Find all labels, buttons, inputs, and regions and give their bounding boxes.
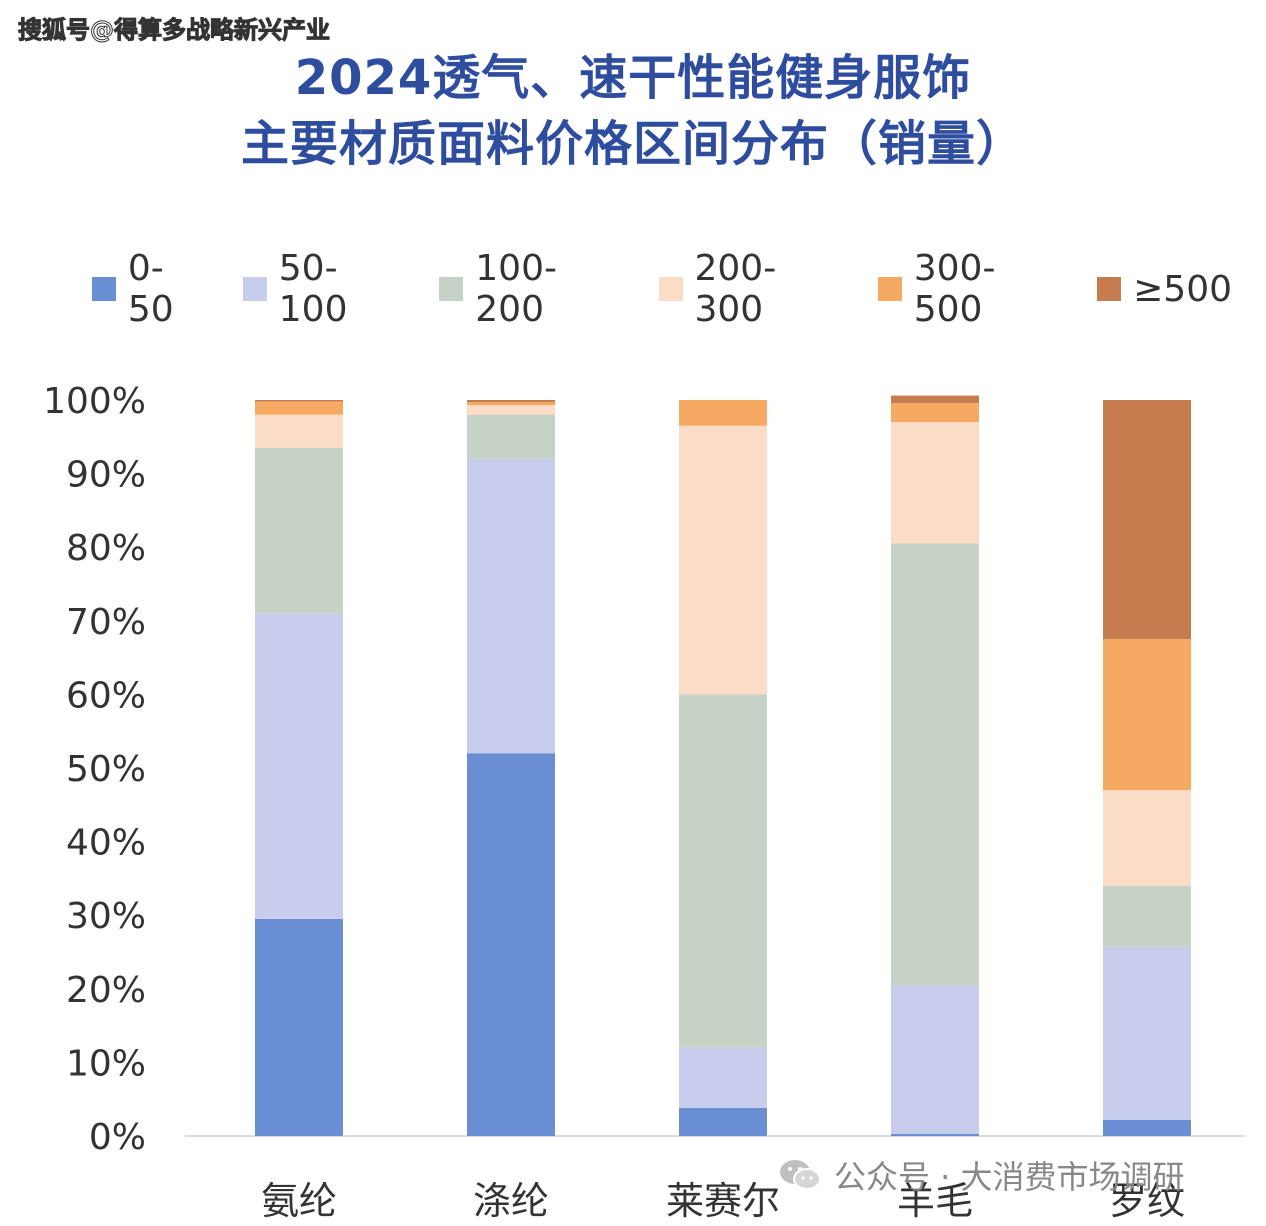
bar-segment [1103,639,1191,791]
legend-swatch [242,277,267,301]
bar-segment [467,753,555,1136]
x-tick-label: 莱赛尔 [666,1179,780,1223]
bar-segment [1103,400,1191,640]
y-tick-label: 80% [66,528,146,569]
bar-segment [467,400,555,403]
legend-label: ≥500 [1133,268,1233,310]
bar-segment [679,1108,767,1136]
legend-swatch [1097,277,1122,301]
wechat-icon [780,1160,821,1190]
source-watermark: 搜狐号@得算多战略新兴产业 [18,16,331,45]
bar-segment [467,402,555,406]
bar-segment [679,1047,767,1109]
bar-segment [891,395,979,403]
y-tick-label: 10% [66,1043,146,1084]
bar-segment [679,400,767,426]
legend-swatch [439,277,464,301]
legend-label: 300-500 [913,248,996,330]
footer-text: 公众号 · 大消费市场调研 [834,1158,1185,1196]
x-tick-label: 涤纶 [473,1179,549,1223]
chart-title-line1: 2024透气、速干性能健身服饰 [294,50,972,106]
bar-segment [255,401,343,415]
x-tick-label: 氨纶 [261,1179,337,1223]
y-tick-label: 60% [66,675,146,716]
y-tick-label: 20% [66,970,146,1011]
bar-segment [891,402,979,423]
y-tick-label: 70% [66,602,146,643]
legend-item: 300-500 [877,248,1063,330]
legend-swatch [658,277,683,301]
legend-label: 100-200 [475,248,557,330]
footer-credit: 公众号 · 大消费市场调研 [778,1152,1185,1198]
bar-segment [1103,1119,1191,1136]
x-tick-label: 罗纹 [1109,1179,1185,1223]
y-tick-label: 100% [43,381,146,422]
legend-swatch [92,277,116,301]
legend-item: 200-300 [658,248,844,330]
bar-segment [467,405,555,415]
legend-label: 200-300 [694,248,777,330]
bar-segment [891,1133,979,1136]
bar-segment [255,447,343,614]
bar-segment [255,613,343,919]
bar-segment [255,414,343,448]
legend-swatch [877,277,902,301]
bar-segment [891,422,979,544]
y-tick-label: 30% [66,896,146,937]
bar-segment [679,694,767,1048]
bar-segment [467,458,555,754]
y-tick-label: 40% [66,823,146,864]
bar-segment [1103,946,1191,1120]
bar-segment [1103,790,1191,886]
bar-segment [891,985,979,1134]
bar-segment [467,414,555,459]
bar-segment [255,400,343,402]
bar-segment [255,918,343,1136]
y-tick-label: 90% [66,455,146,496]
bar-segment [679,425,767,695]
legend-item: 100-200 [439,248,624,330]
legend-item: ≥500 [1097,269,1232,310]
legend-item: 0-50 [92,248,209,330]
y-tick-label: 50% [66,749,146,790]
chart-legend: 0-50 50-100 100-200 200-300 300-500 ≥500 [92,248,1266,330]
x-tick-label: 羊毛 [897,1179,973,1223]
bar-segment [891,543,979,986]
chart-title-line2: 主要材质面料价格区间分布（销量） [240,116,1025,172]
bar-segment [1103,885,1191,947]
legend-item: 50-100 [242,248,405,330]
legend-label: 0-50 [127,248,174,330]
legend-label: 50-100 [278,248,348,330]
y-tick-label: 0% [89,1117,146,1158]
